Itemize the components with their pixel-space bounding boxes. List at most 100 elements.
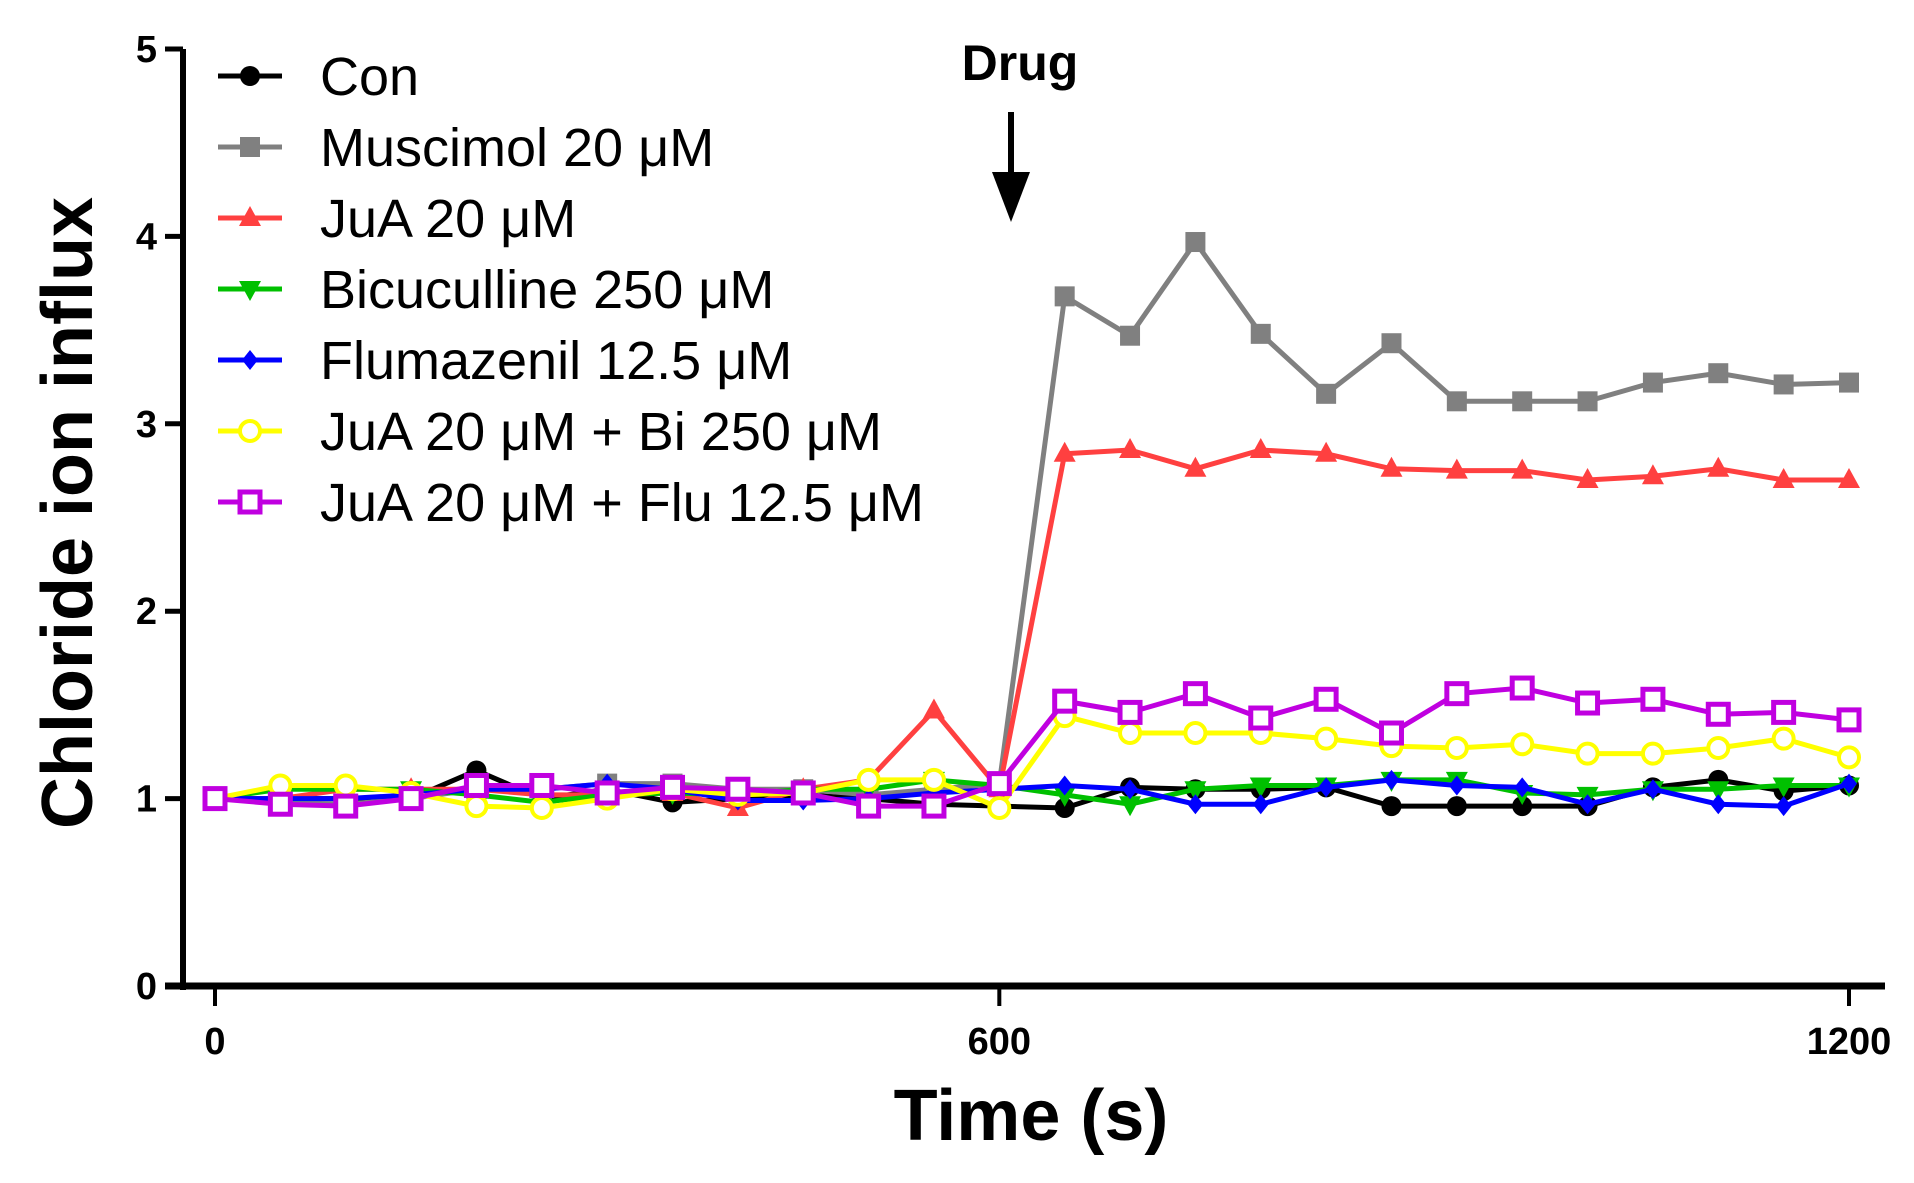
data-point <box>1512 796 1533 817</box>
data-point <box>1318 777 1335 798</box>
drug-annotation-label: Drug <box>962 35 1079 91</box>
data-point <box>1705 701 1731 727</box>
data-point <box>1118 721 1143 746</box>
data-point <box>267 791 293 817</box>
data-point <box>1644 779 1661 800</box>
data-point <box>1187 794 1204 815</box>
x-tick-label: 1200 <box>1807 1021 1892 1063</box>
x-tick-label: 0 <box>204 1021 225 1063</box>
data-point <box>398 786 424 812</box>
data-point <box>1052 688 1078 714</box>
legend-label: JuA 20 μM + Flu 12.5 μM <box>320 473 924 533</box>
data-point <box>1642 372 1663 393</box>
data-point <box>594 780 620 806</box>
data-point <box>1252 794 1269 815</box>
x-tick-label: 600 <box>968 1021 1031 1063</box>
data-point <box>1184 781 1207 802</box>
data-point <box>1641 464 1664 485</box>
data-point <box>1314 726 1339 751</box>
data-point <box>1706 736 1731 761</box>
data-point <box>922 698 945 719</box>
data-point <box>1640 686 1666 712</box>
data-point <box>1316 383 1337 404</box>
drug-annotation: Drug <box>962 35 1079 222</box>
x-axis-title: Time (s) <box>894 1076 1169 1156</box>
data-point <box>1575 690 1601 716</box>
data-point <box>790 780 816 806</box>
data-point <box>1448 775 1465 796</box>
y-tick-label: 3 <box>136 404 157 446</box>
legend-item: Flumazenil 12.5 μM <box>218 331 792 391</box>
data-point <box>1576 468 1599 489</box>
drug-arrow-head-icon <box>992 172 1030 222</box>
data-point <box>921 767 946 792</box>
data-point <box>333 793 359 819</box>
y-tick-label: 0 <box>136 966 157 1008</box>
data-point <box>1122 779 1139 800</box>
data-point <box>1510 732 1535 757</box>
data-point <box>1771 699 1797 725</box>
data-point <box>1771 726 1796 751</box>
series-6 <box>202 675 1862 819</box>
legend-item: Muscimol 20 μM <box>218 118 714 178</box>
legend-marker-icon <box>240 137 260 157</box>
legend-marker-icon <box>242 350 258 370</box>
data-point <box>1707 456 1730 477</box>
data-point <box>1444 736 1469 761</box>
legend-item: Con <box>218 47 419 107</box>
legend-label: JuA 20 μM + Bi 250 μM <box>320 402 882 462</box>
y-tick-label: 2 <box>136 591 157 633</box>
data-point <box>1514 777 1531 798</box>
data-point <box>1708 363 1729 384</box>
data-point <box>1838 468 1860 489</box>
axes: 0 1 2 3 4 5 0 600 1200 <box>136 29 1891 1063</box>
data-point <box>1841 773 1857 794</box>
data-point <box>202 786 228 812</box>
data-point <box>1117 699 1143 725</box>
data-point <box>1772 468 1795 489</box>
data-point <box>1184 456 1207 477</box>
y-tick-label: 4 <box>136 216 157 258</box>
data-point <box>1053 441 1076 462</box>
legend-item: JuA 20 μM + Bi 250 μM <box>218 402 882 462</box>
data-point <box>725 776 751 802</box>
data-point <box>856 793 882 819</box>
data-point <box>1575 741 1600 766</box>
data-point <box>1053 786 1076 807</box>
data-point <box>333 773 358 798</box>
data-point <box>856 767 881 792</box>
data-point <box>1315 441 1338 462</box>
data-point <box>463 772 489 798</box>
data-point <box>1056 775 1073 796</box>
data-point <box>1183 721 1208 746</box>
data-point <box>1383 769 1400 790</box>
data-point <box>1707 781 1730 802</box>
data-point <box>529 795 554 820</box>
y-tick-label: 1 <box>136 779 157 821</box>
y-tick-label: 5 <box>136 29 157 71</box>
data-point <box>1509 675 1535 701</box>
data-point <box>1445 458 1468 479</box>
data-point <box>1248 705 1274 731</box>
data-point <box>1250 323 1271 344</box>
y-axis-title: Chloride ion influx <box>28 197 108 829</box>
data-point <box>1381 333 1402 354</box>
legend: Con Muscimol 20 μM JuA 20 μM Bicuculline 25… <box>218 47 924 533</box>
data-point <box>529 772 555 798</box>
data-point <box>1710 794 1727 815</box>
legend-marker-icon <box>240 66 260 86</box>
data-point <box>1775 796 1792 817</box>
data-point <box>1054 797 1075 818</box>
data-point <box>986 771 1012 797</box>
data-point <box>1512 391 1533 412</box>
data-point <box>1837 745 1861 770</box>
data-point <box>1772 777 1795 798</box>
data-point <box>1446 796 1467 817</box>
data-point <box>1579 794 1596 815</box>
data-point <box>1378 720 1404 746</box>
legend-label: JuA 20 μM <box>320 189 576 249</box>
data-point <box>1119 438 1142 459</box>
data-point <box>464 794 489 819</box>
plot-area <box>202 232 1862 820</box>
legend-label: Flumazenil 12.5 μM <box>320 331 792 391</box>
